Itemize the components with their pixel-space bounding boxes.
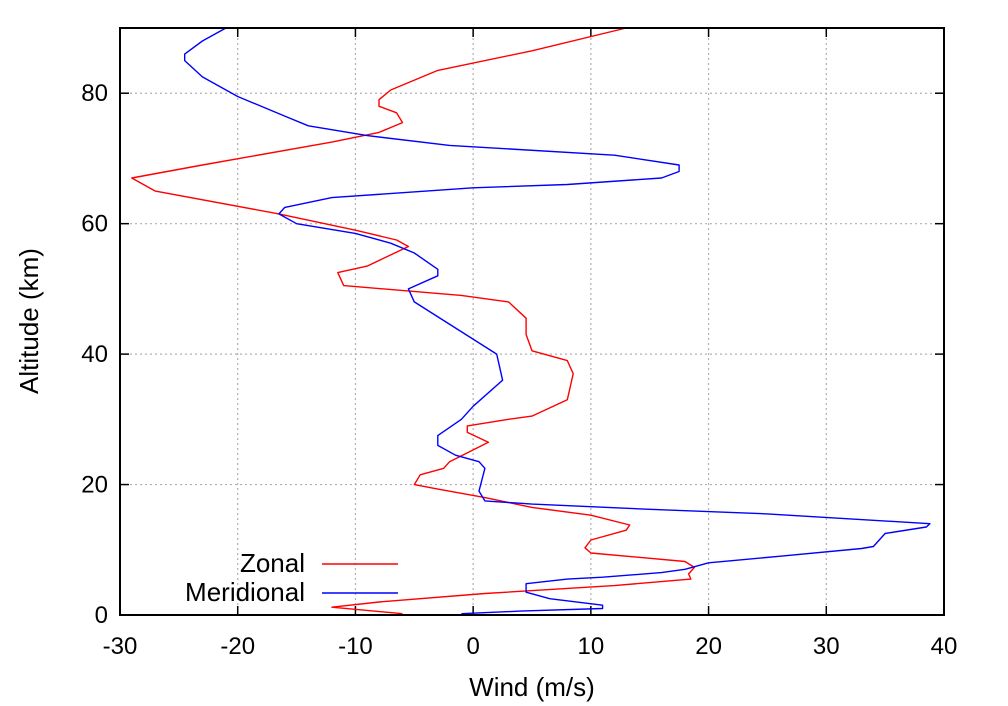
y-tick-labels: 0 20 40 60 80 — [81, 80, 108, 629]
legend: Zonal Meridional — [185, 548, 398, 607]
x-tick-label: 10 — [578, 633, 605, 660]
x-tick-label: 40 — [931, 633, 958, 660]
axis-ticks — [119, 28, 945, 616]
y-tick-label: 40 — [81, 341, 108, 368]
plot-frame — [119, 27, 945, 616]
y-tick-label: 60 — [81, 211, 108, 238]
y-tick-label: 0 — [95, 602, 108, 629]
x-tick-label: -10 — [338, 633, 373, 660]
legend-label-meridional: Meridional — [185, 577, 305, 607]
y-tick-label: 80 — [81, 80, 108, 107]
series-line-zonal — [131, 27, 696, 615]
legend-label-zonal: Zonal — [240, 548, 305, 578]
y-tick-label: 20 — [81, 472, 108, 499]
y-axis-title: Altitude (km) — [14, 248, 44, 394]
grid — [120, 28, 944, 615]
x-tick-label: -20 — [220, 633, 255, 660]
x-tick-label: 30 — [813, 633, 840, 660]
series-line-meridional — [183, 27, 931, 615]
x-tick-label: -30 — [103, 633, 138, 660]
x-tick-label: 0 — [466, 633, 479, 660]
x-tick-label: 20 — [695, 633, 722, 660]
x-tick-labels: -30 -20 -10 0 10 20 30 40 — [103, 633, 958, 660]
series-lines — [131, 27, 931, 615]
x-axis-title: Wind (m/s) — [469, 672, 595, 702]
